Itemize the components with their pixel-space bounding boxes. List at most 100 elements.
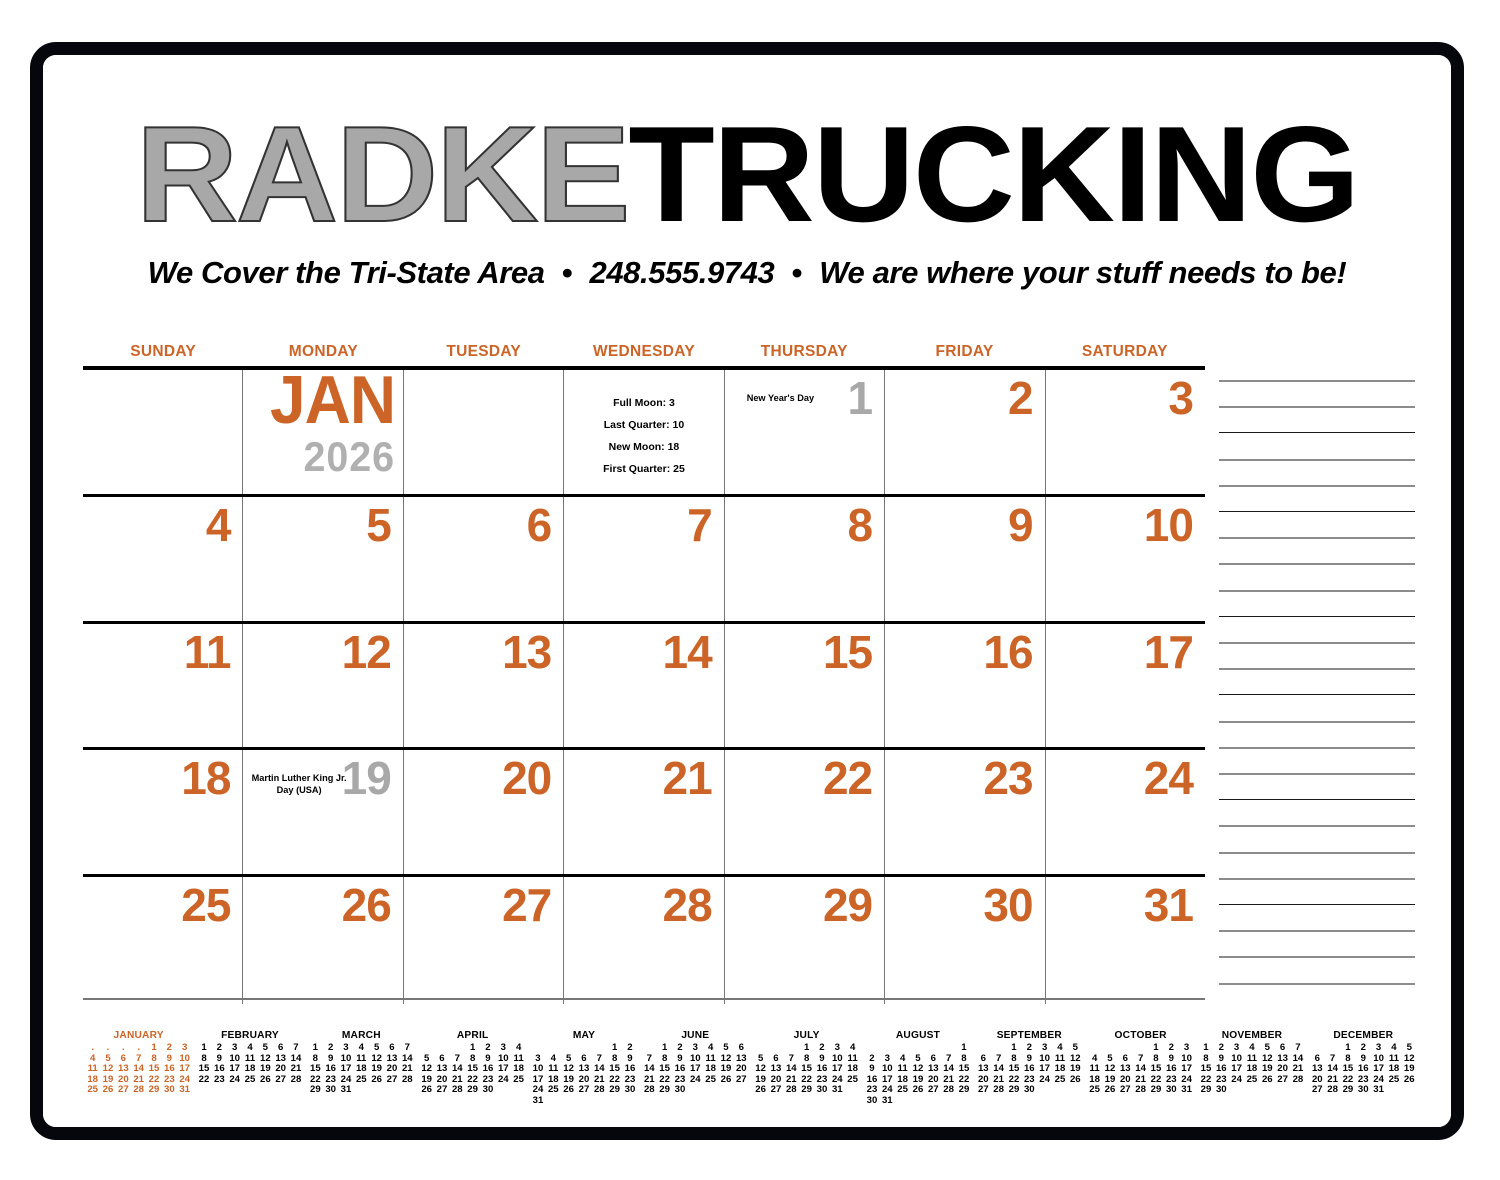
mini-day: 29 xyxy=(1008,1084,1020,1096)
mini-day-blank: . xyxy=(546,1043,561,1054)
day-cell-14[interactable]: 14 xyxy=(564,623,725,748)
mini-day-blank: . xyxy=(784,1043,799,1054)
mini-day: 3 xyxy=(535,1052,541,1064)
day-number: 30 xyxy=(983,879,1033,932)
day-cell-7[interactable]: 7 xyxy=(564,496,725,621)
note-line[interactable] xyxy=(1219,720,1415,723)
mini-day: 20 xyxy=(275,1063,286,1075)
day-cell-22[interactable]: 22 xyxy=(725,750,886,875)
day-cell-5[interactable]: 5 xyxy=(243,496,404,621)
mini-day: 16 xyxy=(866,1073,878,1085)
mini-calendar-month-name: DECEMBER xyxy=(1333,1030,1394,1041)
note-line[interactable] xyxy=(1219,642,1415,644)
day-number: 4 xyxy=(205,498,232,551)
note-line[interactable] xyxy=(1219,668,1415,671)
day-cell-26[interactable]: 26 xyxy=(243,877,404,1004)
day-cell-25[interactable]: 25 xyxy=(83,877,244,1004)
mini-day: 17 xyxy=(1231,1063,1242,1075)
day-cell-31[interactable]: 31 xyxy=(1046,877,1205,1004)
day-cell-2[interactable]: 2 xyxy=(885,370,1046,494)
day-cell-20[interactable]: 20 xyxy=(404,750,565,875)
mini-day: 15 xyxy=(1200,1063,1212,1075)
mini-day: 23 xyxy=(1357,1073,1369,1085)
day-cell-8[interactable]: 8 xyxy=(725,496,886,621)
mini-day: 31 xyxy=(179,1084,190,1096)
note-line[interactable] xyxy=(1219,406,1415,409)
mini-day: 2 xyxy=(1168,1042,1174,1053)
day-cell-27[interactable]: 27 xyxy=(404,877,565,1004)
day-cell-3[interactable]: 3 xyxy=(1046,370,1205,494)
day-cell-12[interactable]: 12 xyxy=(243,623,404,748)
day-cell-19[interactable]: 19 Martin Luther King Jr. Day (USA) xyxy=(243,750,404,875)
note-line[interactable] xyxy=(1219,563,1415,566)
day-cell-21[interactable]: 21 xyxy=(564,750,725,875)
note-line[interactable] xyxy=(1219,799,1415,801)
mini-calendar-days: .123456789101112131415161718192021222324… xyxy=(642,1042,749,1096)
day-cell-28[interactable]: 28 xyxy=(564,877,725,1004)
mini-day: 13 xyxy=(1311,1063,1323,1075)
day-cell-17[interactable]: 17 xyxy=(1046,624,1205,748)
note-line[interactable] xyxy=(1219,694,1415,696)
mini-day: 9 xyxy=(1218,1052,1224,1064)
note-line[interactable] xyxy=(1219,380,1415,382)
day-cell-15[interactable]: 15 xyxy=(725,623,886,748)
note-line[interactable] xyxy=(1219,851,1415,854)
mini-day: 18 xyxy=(87,1073,98,1085)
mini-day: 22 xyxy=(198,1073,210,1085)
mini-day: 23 xyxy=(163,1073,175,1085)
mini-day: 4 xyxy=(89,1052,96,1064)
note-line[interactable] xyxy=(1219,746,1415,749)
day-cell-10[interactable]: 10 xyxy=(1046,497,1205,621)
note-line[interactable] xyxy=(1219,484,1415,487)
note-line[interactable] xyxy=(1219,904,1415,905)
mini-day: 10 xyxy=(340,1052,352,1064)
day-number: 27 xyxy=(502,879,552,932)
note-line[interactable] xyxy=(1219,432,1415,434)
note-line[interactable] xyxy=(1219,930,1415,933)
note-line[interactable] xyxy=(1219,982,1415,985)
note-line[interactable] xyxy=(1219,537,1415,540)
moon-phase-cell[interactable]: Full Moon: 3 Last Quarter: 10 New Moon: 18… xyxy=(564,370,725,494)
day-cell-1[interactable]: 1 New Year's Day xyxy=(725,370,886,494)
mini-day: 18 xyxy=(1388,1063,1400,1075)
day-number: 1 xyxy=(847,372,874,424)
note-line[interactable] xyxy=(1219,956,1415,959)
day-cell-24[interactable]: 24 xyxy=(1046,750,1205,874)
day-cell-6[interactable]: 6 xyxy=(404,496,565,621)
mini-day: 20 xyxy=(735,1063,747,1075)
mini-day: 25 xyxy=(355,1073,367,1085)
tagline-left-text: We Cover the Tri-State Area xyxy=(147,255,545,290)
note-line[interactable] xyxy=(1219,589,1415,592)
mini-day: 18 xyxy=(355,1063,367,1075)
month-title-cell[interactable]: JAN 2026 xyxy=(243,366,404,494)
day-cell-4[interactable]: 4 xyxy=(83,496,244,621)
mini-calendar-days: 1 2 3 4 5 6 7 8 9 10 11 12 13 14 15 16 17 18 19 20 21 22 23 24 2… xyxy=(1198,1042,1305,1096)
mini-day: 1 xyxy=(611,1042,618,1053)
note-line[interactable] xyxy=(1219,825,1415,828)
day-number: 20 xyxy=(502,752,552,805)
mini-day: 15 xyxy=(148,1063,160,1075)
day-cell-23[interactable]: 23 xyxy=(885,750,1046,875)
note-line[interactable] xyxy=(1219,458,1415,461)
note-line[interactable] xyxy=(1219,877,1415,880)
mini-day: 15 xyxy=(801,1063,812,1075)
mini-day: 15 xyxy=(1008,1063,1020,1075)
note-line[interactable] xyxy=(1219,511,1415,512)
day-cell-18[interactable]: 18 xyxy=(83,750,244,875)
day-cell-13[interactable]: 13 xyxy=(404,623,565,748)
mini-day: 16 xyxy=(163,1063,175,1075)
mini-day: 10 xyxy=(1373,1052,1384,1064)
calendar-week-row: 18 19 Martin Luther King Jr. Day (USA) 20 21… xyxy=(83,750,1205,878)
note-line[interactable] xyxy=(1219,615,1415,617)
day-cell-29[interactable]: 29 xyxy=(725,877,886,1004)
mini-day: 28 xyxy=(451,1084,463,1096)
mini-day: 9 xyxy=(216,1052,222,1064)
notes-panel[interactable] xyxy=(1219,366,1415,1000)
day-cell-9[interactable]: 9 xyxy=(885,496,1046,621)
note-line[interactable] xyxy=(1219,773,1415,775)
day-cell-30[interactable]: 30 xyxy=(885,877,1046,1004)
mini-calendar-month-name: NOVEMBER xyxy=(1221,1030,1283,1041)
day-cell-11[interactable]: 11 xyxy=(83,623,244,748)
day-cell-16[interactable]: 16 xyxy=(885,623,1046,748)
mini-calendar-days: .....12345678910111213141516171819202122… xyxy=(530,1042,637,1107)
